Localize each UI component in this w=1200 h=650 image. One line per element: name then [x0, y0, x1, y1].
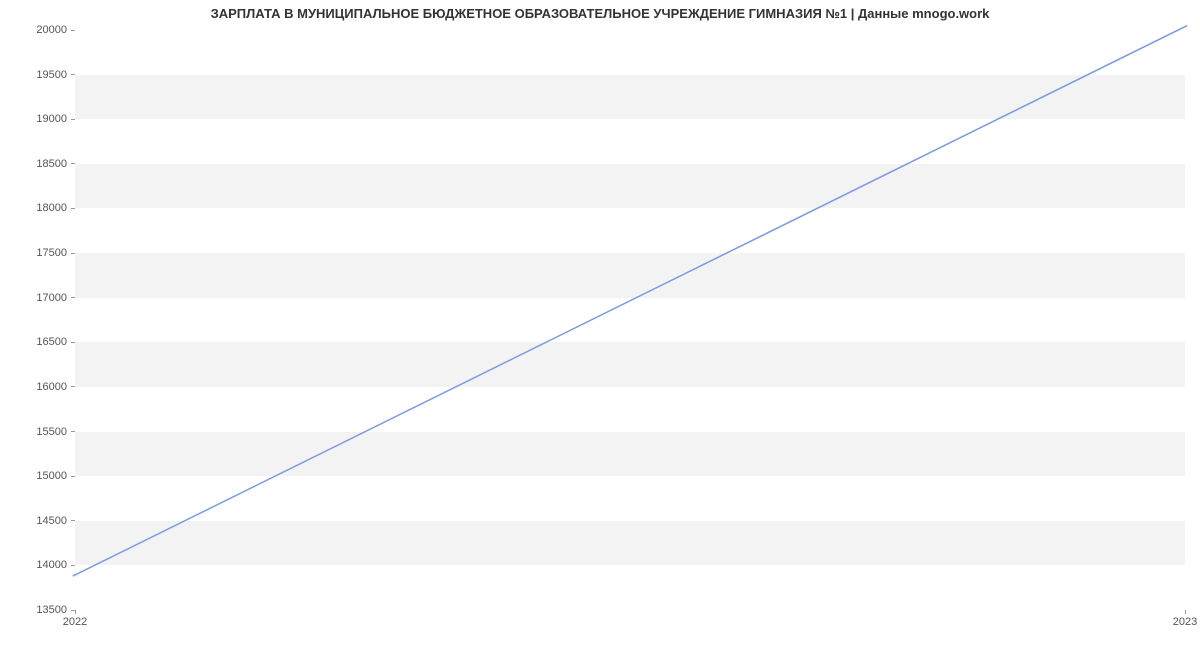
y-tick-label: 14000: [36, 559, 75, 571]
series-line-salary: [73, 26, 1187, 577]
salary-line-chart: ЗАРПЛАТА В МУНИЦИПАЛЬНОЕ БЮДЖЕТНОЕ ОБРАЗ…: [0, 0, 1200, 650]
y-tick-label: 20000: [36, 24, 75, 36]
y-tick-label: 17000: [36, 292, 75, 304]
chart-title: ЗАРПЛАТА В МУНИЦИПАЛЬНОЕ БЮДЖЕТНОЕ ОБРАЗ…: [0, 6, 1200, 21]
y-tick-label: 19500: [36, 69, 75, 81]
y-tick-label: 17500: [36, 247, 75, 259]
y-tick-label: 16500: [36, 336, 75, 348]
x-tick-label: 2022: [63, 610, 87, 628]
y-tick-label: 15500: [36, 426, 75, 438]
y-tick-label: 18500: [36, 158, 75, 170]
x-tick-label: 2023: [1173, 610, 1197, 628]
line-series-svg: [75, 30, 1185, 610]
y-tick-label: 19000: [36, 113, 75, 125]
y-tick-label: 16000: [36, 381, 75, 393]
y-tick-label: 18000: [36, 202, 75, 214]
y-tick-label: 14500: [36, 515, 75, 527]
y-tick-label: 15000: [36, 470, 75, 482]
plot-area: 1350014000145001500015500160001650017000…: [75, 30, 1185, 610]
